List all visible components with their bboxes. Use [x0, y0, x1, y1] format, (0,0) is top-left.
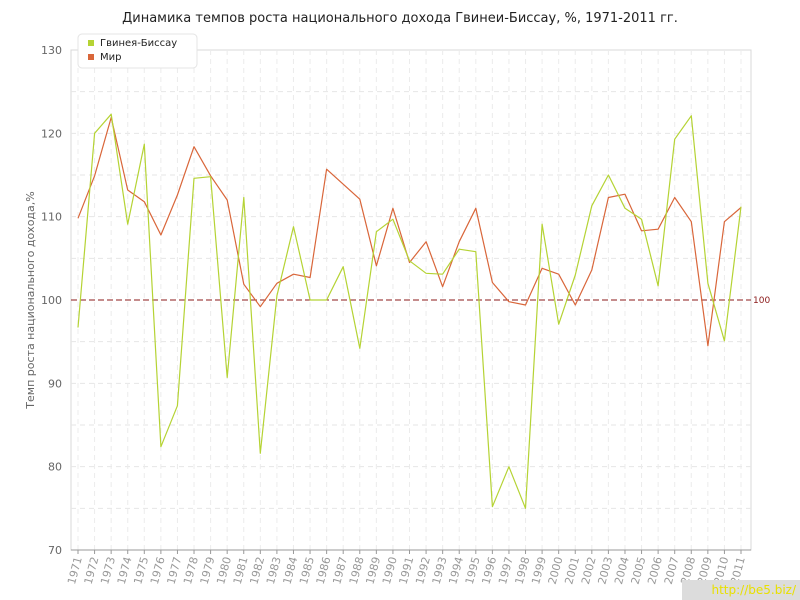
legend-label: Гвинея-Биссау: [100, 38, 177, 49]
y-tick-label: 120: [41, 127, 62, 140]
y-tick-label: 70: [48, 544, 62, 557]
y-axis: 70 80 90 100 110 120 130: [41, 44, 62, 557]
series-lines: [77, 113, 742, 509]
x-axis: 1971197219731974197519761977197819791980…: [65, 549, 751, 586]
legend-swatch: [88, 54, 94, 60]
y-tick-label: 100: [41, 294, 62, 307]
series-line: [77, 113, 742, 509]
y-tick-label: 80: [48, 461, 62, 474]
legend: Гвинея-Биссау Мир: [77, 33, 198, 69]
legend-label: Мир: [100, 52, 121, 63]
legend-box: [77, 33, 198, 69]
series-line: [77, 116, 742, 347]
reference-line-label: 100: [753, 296, 770, 306]
legend-swatch: [88, 40, 94, 46]
y-tick-label: 130: [41, 44, 62, 57]
watermark: http://be5.biz/: [682, 580, 800, 600]
y-tick-label: 90: [48, 377, 62, 390]
y-axis-label: Темп роста национального дохода,%: [24, 191, 37, 409]
y-tick-label: 110: [41, 211, 62, 224]
reference-line: 100: [71, 296, 770, 306]
chart-title: Динамика темпов роста национального дохо…: [122, 11, 678, 26]
